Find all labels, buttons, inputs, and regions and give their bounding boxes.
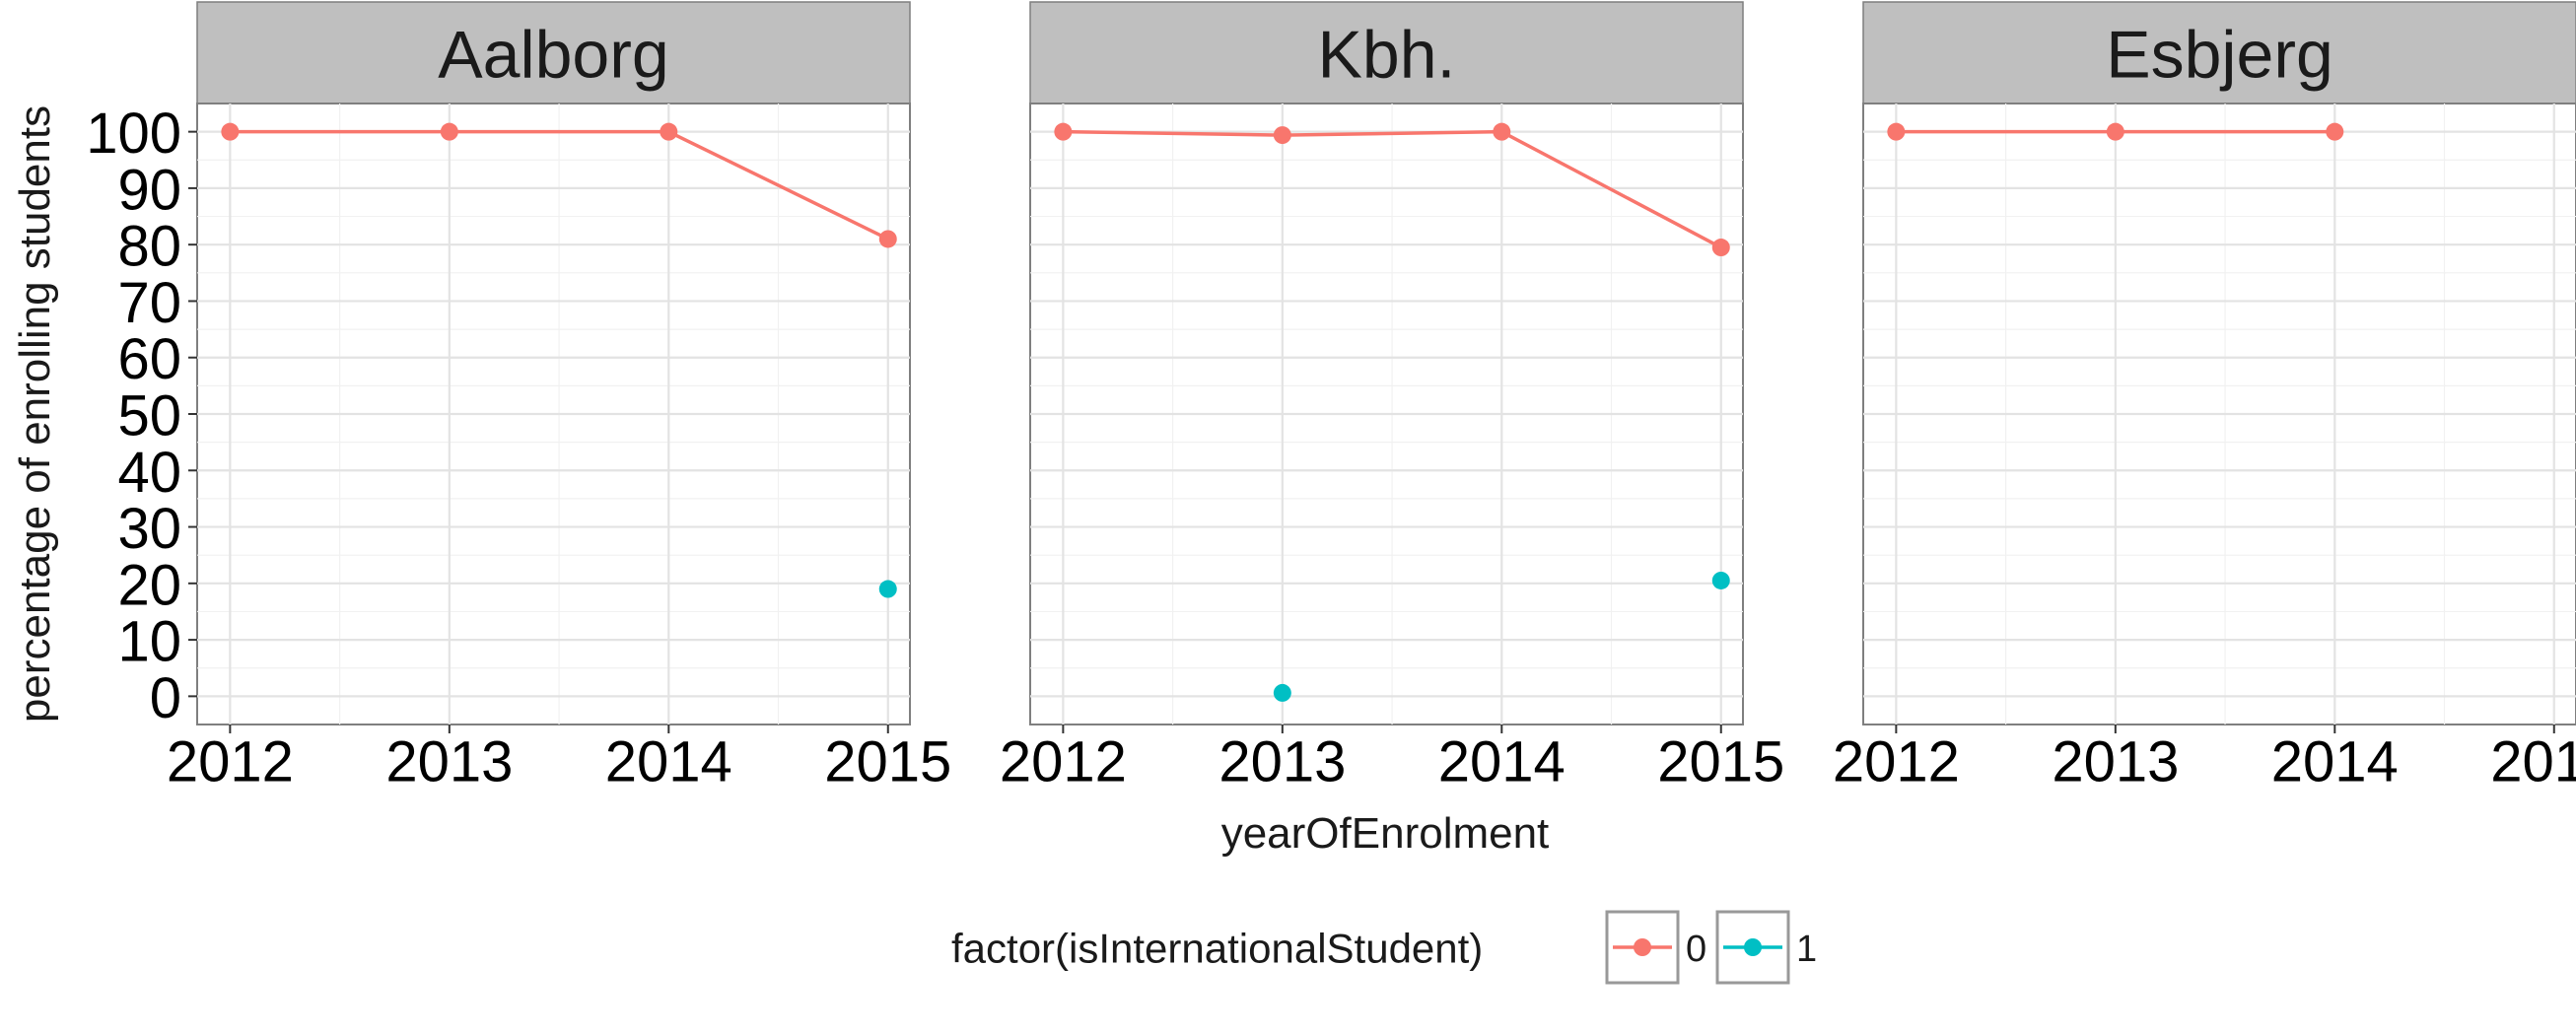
- y-tick-label: 10: [117, 610, 181, 674]
- x-axis-title: yearOfEnrolment: [1221, 809, 1550, 858]
- y-tick-label: 40: [117, 441, 181, 505]
- series-0-point: [1273, 126, 1291, 145]
- legend-label: 1: [1796, 929, 1817, 970]
- legend-title: factor(isInternationalStudent): [951, 926, 1483, 972]
- facet-strip: [1029, 1, 1744, 104]
- x-tick-label: 2012: [167, 730, 294, 794]
- series-0-point: [1887, 122, 1906, 141]
- series-0-line-segment: [667, 130, 889, 242]
- x-tick-label: 2012: [1833, 730, 1960, 794]
- y-tick-label: 0: [150, 666, 181, 730]
- series-0-line-segment: [1500, 130, 1722, 249]
- x-tick-label: 2012: [1000, 730, 1127, 794]
- facet-panel-kbh: Kbh. 2012 2013 2014 2015: [1000, 1, 1784, 794]
- legend-entry-0: 0: [1605, 910, 1706, 985]
- series-0-point: [1493, 122, 1511, 141]
- y-tick-label: 70: [117, 271, 181, 335]
- legend-entry-1: 1: [1715, 910, 1817, 985]
- series-0-point: [2106, 122, 2124, 141]
- series-0-point: [440, 122, 458, 141]
- panel-plot-area: [1863, 104, 2576, 724]
- legend-key-point: [1634, 938, 1651, 956]
- series-1-point: [1273, 683, 1291, 702]
- series-0-point: [1711, 239, 1730, 257]
- facet-strip-label: Aalborg: [438, 18, 668, 93]
- x-tick-label: 2015: [1657, 730, 1784, 794]
- x-tick-label: 2014: [2271, 730, 2399, 794]
- legend-label: 0: [1686, 929, 1706, 970]
- facet-panels: Aalborg 2012 2013 2014 2015 Kbh. 2012 2013 2014 2…: [167, 1, 2576, 794]
- series-0-point: [2326, 122, 2344, 141]
- series-0-point: [1054, 122, 1073, 141]
- x-tick-label: 2015: [824, 730, 951, 794]
- panel-plot-area: [197, 104, 910, 724]
- series-0-point: [660, 122, 678, 141]
- facet-panel-aalborg: Aalborg 2012 2013 2014 2015: [167, 1, 951, 794]
- panel-plot-area: [1030, 104, 1743, 724]
- y-tick-label: 80: [117, 215, 181, 279]
- series-0-point: [878, 230, 897, 248]
- x-tick-label: 2013: [385, 730, 513, 794]
- facet-strip: [196, 1, 911, 104]
- y-tick-label: 60: [117, 327, 181, 391]
- y-tick-label: 90: [117, 158, 181, 222]
- x-tick-label: 2014: [605, 730, 732, 794]
- y-tick-label: 20: [117, 553, 181, 617]
- y-tick-label: 30: [117, 497, 181, 561]
- x-tick-label: 2013: [2052, 730, 2179, 794]
- series-0-line-segment: [1063, 129, 1283, 137]
- y-tick-label: 100: [86, 102, 181, 166]
- facet-strip-label: Kbh.: [1318, 18, 1456, 93]
- series-0-line-segment: [1282, 129, 1502, 137]
- legend-key-point: [1744, 938, 1762, 956]
- x-tick-label: 2015: [2490, 730, 2576, 794]
- facet-strip-label: Esbjerg: [2106, 18, 2333, 93]
- series-0-point: [221, 122, 240, 141]
- y-tick-label: 50: [117, 384, 181, 448]
- x-tick-label: 2014: [1438, 730, 1566, 794]
- series-1-point: [878, 580, 897, 598]
- series-1-point: [1711, 571, 1730, 589]
- x-tick-label: 2013: [1218, 730, 1346, 794]
- facet-panel-esbjerg: Esbjerg 2012 2013 2014 2015: [1833, 1, 2576, 794]
- y-axis-title: percentage of enrolling students: [11, 105, 59, 723]
